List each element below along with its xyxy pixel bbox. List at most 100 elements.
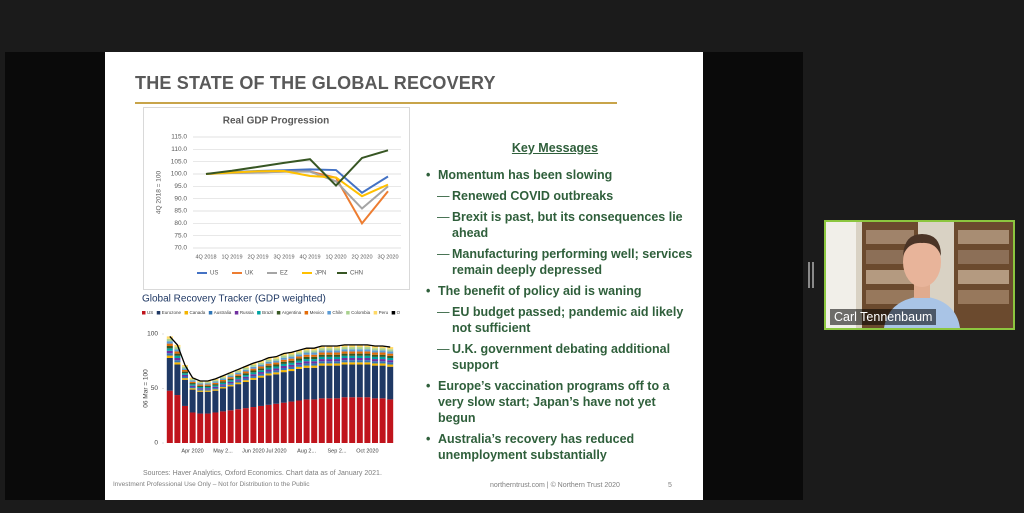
bar-segment bbox=[265, 373, 272, 376]
bar-segment bbox=[387, 357, 394, 361]
footer: northerntrust.com | © Northern Trust 202… bbox=[490, 482, 620, 489]
bar-segment bbox=[288, 360, 295, 363]
splitter-handle[interactable] bbox=[808, 262, 814, 288]
bar-segment bbox=[296, 368, 302, 401]
bar-segment bbox=[258, 360, 264, 363]
legend-swatch bbox=[234, 311, 239, 315]
y-tick-label: 0 bbox=[154, 440, 158, 447]
bar-segment bbox=[341, 347, 348, 350]
bar-segment bbox=[379, 350, 386, 353]
bar-segment bbox=[189, 379, 196, 381]
bar-segment bbox=[372, 361, 378, 364]
bar-segment bbox=[334, 359, 340, 362]
legend-label: Chile bbox=[332, 310, 343, 315]
page-number: 5 bbox=[668, 482, 672, 489]
bar-segment bbox=[212, 386, 219, 389]
bar-segment bbox=[258, 368, 264, 371]
bar-segment bbox=[273, 366, 280, 369]
x-tick-label: Apr 2020 bbox=[181, 448, 203, 454]
bar-segment bbox=[273, 370, 280, 373]
bar-segment bbox=[341, 360, 348, 363]
y-tick-label: 100 bbox=[147, 331, 158, 338]
bar-segment bbox=[372, 354, 378, 357]
bar-segment bbox=[197, 383, 204, 385]
bar-segment bbox=[356, 357, 363, 361]
y-tick-label: 85.0 bbox=[174, 208, 187, 215]
bar-segment bbox=[364, 362, 371, 365]
bar-segment bbox=[356, 355, 363, 358]
bar-segment bbox=[349, 362, 356, 365]
bar-segment bbox=[204, 391, 211, 414]
bar-segment bbox=[372, 356, 378, 360]
bar-segment bbox=[280, 353, 287, 356]
bar-segment bbox=[265, 357, 272, 360]
bar-segment bbox=[265, 363, 272, 366]
bar-segment bbox=[182, 379, 188, 406]
sub-bullet: Renewed COVID outbreaks bbox=[425, 188, 693, 204]
bar-segment bbox=[364, 357, 371, 361]
bar-segment bbox=[326, 363, 333, 366]
bar-segment bbox=[349, 344, 356, 348]
x-tick-label: 3Q 2019 bbox=[273, 254, 294, 260]
bar-segment bbox=[296, 356, 302, 359]
bar-segment bbox=[280, 368, 287, 371]
bar-segment bbox=[273, 372, 280, 375]
bar-segment bbox=[182, 405, 188, 443]
bar-segment bbox=[311, 359, 318, 362]
bar-segment bbox=[174, 364, 181, 396]
bar-segment bbox=[303, 348, 310, 351]
bar-segment bbox=[174, 353, 181, 356]
bar-segment bbox=[364, 347, 371, 350]
chart-title: Real GDP Progression bbox=[223, 116, 330, 127]
bar-segment bbox=[372, 345, 378, 349]
bar-segment bbox=[311, 348, 318, 351]
bar-segment bbox=[372, 350, 378, 353]
bar-segment bbox=[166, 336, 173, 339]
bar-segment bbox=[220, 378, 226, 380]
bar-segment bbox=[311, 399, 318, 443]
y-tick-label: 90.0 bbox=[174, 195, 187, 202]
bar-segment bbox=[174, 347, 181, 350]
bar-segment bbox=[227, 386, 234, 411]
bar-segment bbox=[204, 384, 211, 386]
bar-segment bbox=[326, 354, 333, 357]
legend-swatch bbox=[276, 311, 281, 315]
bar-segment bbox=[334, 350, 340, 353]
bar-segment bbox=[318, 398, 325, 443]
bar-segment bbox=[364, 360, 371, 363]
bar-segment bbox=[334, 363, 340, 366]
series-line bbox=[205, 149, 389, 188]
legend-label: Australia bbox=[214, 310, 232, 315]
legend-swatch bbox=[327, 311, 331, 315]
bar-segment bbox=[280, 402, 287, 443]
bar-segment bbox=[166, 357, 173, 391]
bar-segment bbox=[341, 357, 348, 361]
gdp-chart: Real GDP Progression 4Q 2018 = 100 70.0 75.… bbox=[143, 107, 410, 290]
bar-segment bbox=[212, 385, 219, 387]
x-tick-label: Aug 2... bbox=[297, 448, 316, 454]
bar-segment bbox=[364, 397, 371, 443]
bar-segment bbox=[189, 381, 196, 384]
bar-segment bbox=[174, 360, 181, 363]
bar-segment bbox=[197, 388, 204, 390]
bar-segment bbox=[166, 341, 173, 344]
bar-segment bbox=[280, 357, 287, 360]
bar-segment bbox=[318, 356, 325, 360]
sub-bullet: Manufacturing performing well; services … bbox=[425, 246, 693, 278]
bar-segment bbox=[341, 364, 348, 398]
x-tick-label: Oct 2020 bbox=[356, 448, 378, 454]
bar-segment bbox=[334, 345, 340, 349]
bar-segment bbox=[182, 371, 188, 374]
bar-segment bbox=[166, 348, 173, 351]
bar-segment bbox=[182, 368, 188, 370]
bar-segment bbox=[334, 361, 340, 364]
bar-segment bbox=[227, 380, 234, 382]
bar-segment bbox=[182, 374, 188, 377]
y-axis-title: 06 Mar = 100 bbox=[143, 369, 150, 408]
bar-segment bbox=[265, 367, 272, 370]
bullet: Europe’s vaccination programs off to a v… bbox=[425, 378, 693, 426]
bar-segment bbox=[189, 383, 196, 385]
bar-segment bbox=[356, 362, 363, 365]
bar-segment bbox=[227, 372, 234, 375]
bar-segment bbox=[288, 366, 295, 369]
